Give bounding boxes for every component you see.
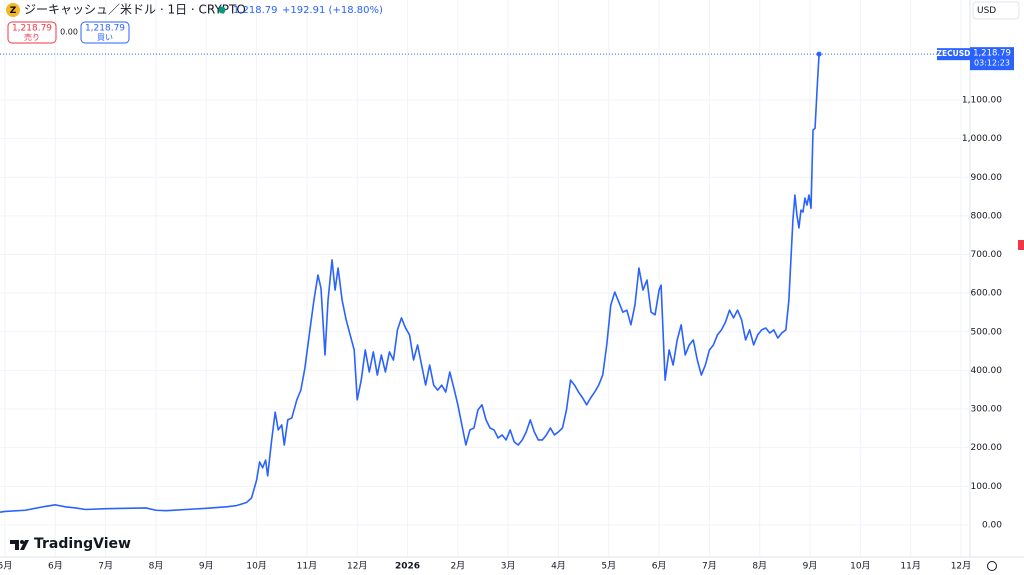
x-tick-label: 7月 — [702, 561, 717, 572]
grid — [0, 0, 970, 557]
axes: 0.00 100.00 200.00 300.00 400.00 500.00 600.00… — [0, 47, 1014, 572]
x-tick-label: 6月 — [652, 561, 667, 572]
symbol-name: ZECUSD — [937, 49, 971, 58]
header: Z ジーキャッシュ／米ドル · 1日 · CRYPTO 1,218.79 +19… — [6, 1, 1024, 571]
y-tick-label: 1,000.00 — [962, 134, 1002, 144]
plot — [0, 51, 970, 513]
side-marker — [1018, 240, 1024, 250]
x-tick-label: 10月 — [850, 561, 870, 572]
x-tick-label: 8月 — [149, 561, 164, 572]
x-tick-label: 8月 — [752, 561, 767, 572]
x-tick-label: 12月 — [347, 561, 367, 572]
x-tick-label: 7月 — [98, 561, 113, 572]
market-status — [218, 6, 226, 14]
buy-button[interactable] — [80, 21, 130, 44]
x-tick-label: 2月 — [450, 561, 465, 572]
sell-button[interactable] — [7, 21, 57, 44]
x-tick-label: 5月 — [601, 561, 616, 572]
buy-price: 1,218.79 — [85, 24, 125, 34]
x-tick-label: 3月 — [501, 561, 516, 572]
y-tick-label: 900.00 — [971, 173, 1003, 183]
coin-icon — [6, 3, 20, 17]
symbol-tag — [937, 48, 970, 61]
y-tick-label: 500.00 — [971, 327, 1003, 337]
x-tick-label: 2026 — [395, 562, 420, 572]
logo-icon — [20, 540, 24, 544]
y-tick-label: 300.00 — [971, 405, 1003, 415]
y-tick-label: 800.00 — [971, 211, 1003, 221]
price-tag — [970, 47, 1014, 71]
logo-icon — [10, 540, 29, 550]
y-tick-label: 600.00 — [971, 289, 1003, 299]
price-tag-countdown: 03:12:23 — [974, 59, 1010, 68]
y-tick-label: 400.00 — [971, 366, 1003, 376]
y-tick-label: 1,100.00 — [962, 96, 1002, 106]
y-tick-label: 0.00 — [982, 520, 1002, 530]
y-tick-label: 100.00 — [971, 482, 1003, 492]
x-tick-label: 11月 — [297, 561, 317, 572]
buy-label: 買い — [97, 33, 113, 42]
currency-button[interactable] — [972, 1, 1020, 20]
sell-price: 1,218.79 — [12, 24, 52, 34]
sell-label: 売り — [24, 32, 40, 42]
x-tick-label: 9月 — [803, 561, 818, 572]
logo: TradingView — [10, 536, 131, 552]
y-tick-label: 700.00 — [971, 250, 1003, 260]
x-tick-label: 6月 — [48, 561, 63, 572]
x-tick-label: 12月 — [951, 561, 971, 572]
settings-icon[interactable] — [987, 561, 997, 571]
currency: USD — [977, 6, 996, 16]
last-price: 1,218.79 — [233, 5, 278, 16]
y-tick-label: 200.00 — [971, 443, 1003, 453]
x-tick-label: 4月 — [551, 561, 566, 572]
coin-icon-glyph: Z — [10, 6, 17, 16]
price-change: +192.91 (+18.80%) — [282, 5, 383, 16]
symbol-title: ジーキャッシュ／米ドル · 1日 · CRYPTO — [24, 3, 246, 17]
logo-text: TradingView — [34, 536, 131, 552]
x-tick-label: 10月 — [246, 561, 266, 572]
x-tick-label: 5月 — [0, 561, 12, 572]
price-tag-value: 1,218.79 — [973, 49, 1011, 59]
x-tick-label: 11月 — [900, 561, 920, 572]
last-point — [816, 51, 822, 57]
spread: 0.00 — [60, 28, 78, 37]
price-line — [0, 54, 820, 513]
x-tick-label: 9月 — [199, 561, 214, 572]
